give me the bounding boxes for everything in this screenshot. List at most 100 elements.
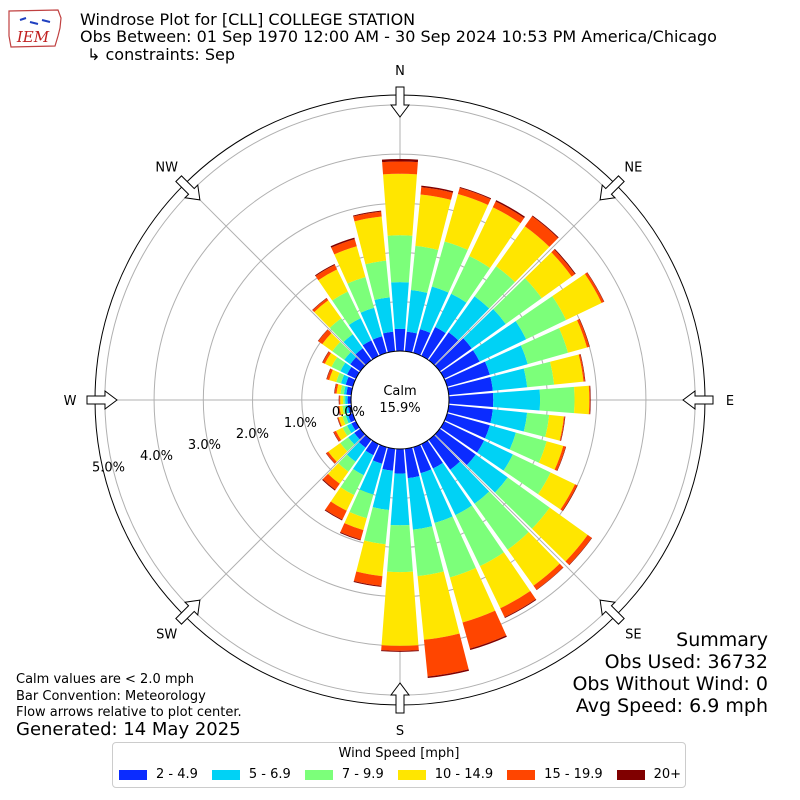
wind-bar-segment xyxy=(352,210,382,217)
chart-title: Windrose Plot for [CLL] COLLEGE STATION xyxy=(80,10,416,29)
wind-bar-segment xyxy=(560,484,578,511)
wind-bar-segment xyxy=(515,296,567,340)
wind-bar-segment xyxy=(562,485,578,512)
wind-bar-segment xyxy=(390,473,410,526)
wind-bar-segment xyxy=(449,568,496,623)
legend-label: 5 - 6.9 xyxy=(248,767,291,782)
wind-bar-segment xyxy=(404,447,420,479)
wind-bar-segment xyxy=(536,567,564,591)
wind-bar-segment xyxy=(554,248,576,275)
compass-arrow-icon xyxy=(86,390,118,410)
wind-bar-segment xyxy=(334,246,366,284)
wind-bar-segment xyxy=(331,239,357,255)
wind-bar-segment xyxy=(324,352,338,368)
wind-bar-segment xyxy=(450,461,490,504)
wind-bar-segment xyxy=(565,534,592,565)
wind-bar-segment xyxy=(495,200,525,218)
wind-bar-segment xyxy=(338,395,340,405)
wind-bar-segment xyxy=(503,454,551,495)
wind-bar-segment xyxy=(338,454,356,472)
wind-bar-segment xyxy=(337,417,342,427)
wind-bar-segment xyxy=(331,357,346,372)
wind-bar-segment xyxy=(485,345,528,375)
wind-bar-segment xyxy=(538,441,564,470)
wind-bar-segment xyxy=(493,278,542,325)
wind-bar-segment xyxy=(431,241,468,293)
wind-bar-segment xyxy=(550,354,584,385)
wind-bar-segment xyxy=(340,374,349,385)
wind-bar-segment xyxy=(325,501,347,520)
wind-bar-segment xyxy=(428,435,461,470)
wind-bar-segment xyxy=(485,425,516,450)
wind-bar-segment xyxy=(383,331,396,353)
wind-bar-segment xyxy=(350,357,365,372)
wind-bar-segment xyxy=(338,416,346,427)
radial-tick-label: 0.0% xyxy=(332,405,365,420)
wind-bar-segment xyxy=(345,414,351,424)
wind-bar-segment xyxy=(479,552,531,609)
wind-bar-segment xyxy=(551,249,575,277)
compass-arrow-icon xyxy=(390,682,410,714)
wind-bar-segment xyxy=(345,376,356,387)
wind-bar-segment xyxy=(560,416,566,442)
wind-bar-segment xyxy=(447,404,493,424)
radial-tick-label: 1.0% xyxy=(284,416,317,431)
wind-bar-segment xyxy=(342,415,349,425)
compass-arrow-icon xyxy=(599,599,625,625)
compass-label: NE xyxy=(624,161,642,176)
wind-bar-segment xyxy=(490,409,528,432)
wind-bar-segment xyxy=(318,269,348,301)
wind-bar-segment xyxy=(457,187,491,206)
wind-bar-segment xyxy=(421,327,446,360)
wind-bar-segment xyxy=(407,476,433,530)
wind-bar-segment xyxy=(580,353,586,382)
calm-note: Calm values are < 2.0 mph xyxy=(16,672,195,687)
wind-bar-segment xyxy=(365,440,379,456)
wind-bar-segment xyxy=(354,216,387,265)
compass-label: SW xyxy=(156,627,177,642)
wind-bar-segment xyxy=(340,385,346,395)
wind-bar-segment xyxy=(394,448,406,474)
wind-bar-segment xyxy=(327,463,349,484)
wind-bar-segment xyxy=(381,158,419,163)
wind-bar-segment xyxy=(326,368,333,381)
wind-bar-segment xyxy=(552,273,602,321)
wind-bar-segment xyxy=(338,406,341,416)
radial-tick-label: 2.0% xyxy=(236,427,269,442)
wind-bar-segment xyxy=(322,473,340,490)
wind-bar-segment xyxy=(383,173,417,236)
wind-bar-segment xyxy=(317,329,328,342)
calm-circle xyxy=(350,350,450,450)
wind-bar-segment xyxy=(324,509,343,521)
wind-bar-segment xyxy=(355,348,372,365)
wind-bar-segment xyxy=(340,437,355,452)
wind-bar-segment xyxy=(347,276,375,313)
wind-bar-segment xyxy=(523,412,550,438)
wind-bar-segment xyxy=(463,309,506,349)
wind-bar-segment xyxy=(330,237,355,248)
wind-bar-segment xyxy=(524,252,572,299)
wind-bar-segment xyxy=(427,669,470,679)
wind-bar-segment xyxy=(412,526,444,577)
wind-bar-segment xyxy=(579,318,590,347)
legend-label: 7 - 9.9 xyxy=(341,767,384,782)
legend-swatch xyxy=(211,769,240,780)
wind-bar-segment xyxy=(346,423,356,434)
wind-bar-segment xyxy=(455,505,504,567)
wind-bar-segment xyxy=(343,386,348,395)
wind-bar-segment xyxy=(372,444,387,464)
wind-bar-segment xyxy=(359,460,383,495)
compass-label: NW xyxy=(155,161,178,176)
iem-logo: IEM xyxy=(8,9,62,48)
wind-bar-segment xyxy=(574,385,590,415)
wind-bar-segment xyxy=(523,361,555,388)
wind-bar-segment xyxy=(434,516,476,578)
wind-bar-segment xyxy=(365,260,390,301)
wind-bar-segment xyxy=(432,462,473,516)
wind-bar-segment xyxy=(474,491,529,550)
wind-bar-segment xyxy=(345,405,350,414)
wind-bar-segment xyxy=(413,444,432,474)
wind-bar-segment xyxy=(381,645,419,651)
compass-label: N xyxy=(395,64,405,79)
legend-item: 5 - 6.9 xyxy=(211,767,291,782)
